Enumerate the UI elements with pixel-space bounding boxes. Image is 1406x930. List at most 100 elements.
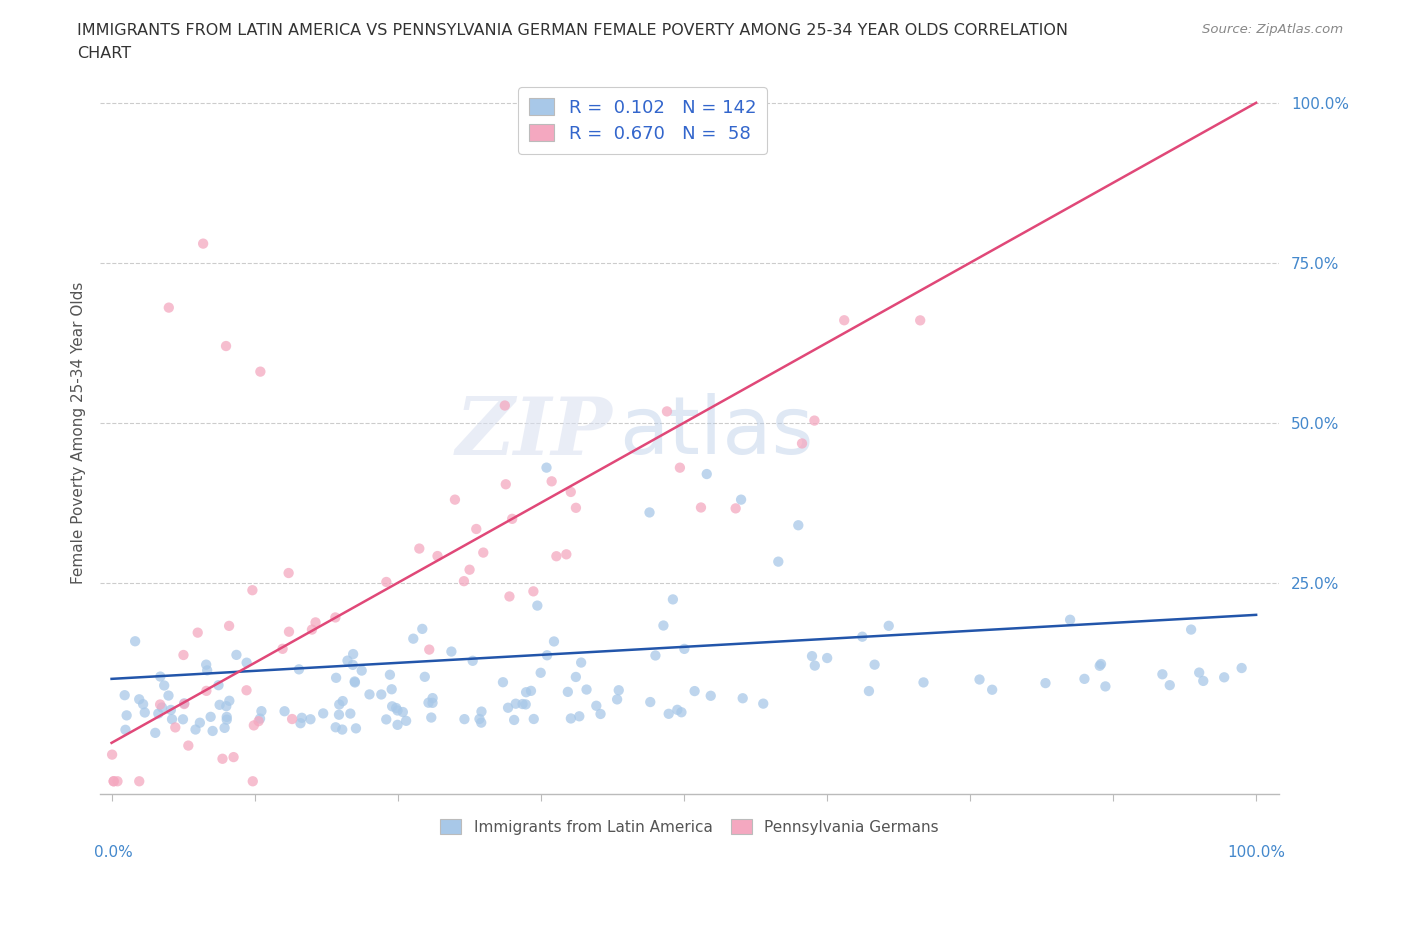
Point [1090,657,1112,671]
Point [1035,676,1057,691]
Point [422,696,444,711]
Point [103,774,125,789]
Point [790,436,813,451]
Point [343,675,366,690]
Point [1088,658,1111,673]
Point [250,704,273,719]
Point [172,647,194,662]
Point [440,644,463,659]
Point [249,711,271,726]
Point [515,697,537,711]
Point [494,398,516,413]
Point [832,312,855,327]
Point [242,774,264,789]
Point [495,477,517,492]
Point [134,705,156,720]
Text: 100.0%: 100.0% [1227,844,1285,859]
Legend: Immigrants from Latin America, Pennsylvania Germans: Immigrants from Latin America, Pennsylva… [434,813,945,841]
Point [666,702,689,717]
Point [215,710,238,724]
Point [1152,667,1174,682]
Text: CHART: CHART [77,46,131,61]
Point [569,655,592,670]
Point [724,501,747,516]
Point [655,404,678,418]
Point [200,710,222,724]
Point [242,583,264,598]
Point [339,706,361,721]
Point [128,774,150,789]
Point [344,721,367,736]
Point [336,653,359,668]
Point [505,697,527,711]
Point [815,651,838,666]
Point [522,584,544,599]
Point [589,707,612,722]
Point [585,698,607,713]
Point [304,615,326,630]
Point [173,696,195,711]
Point [503,712,526,727]
Point [536,648,558,663]
Point [658,707,681,722]
Point [301,622,323,637]
Point [188,715,211,730]
Point [420,711,443,725]
Point [172,711,194,726]
Point [472,545,495,560]
Point [350,663,373,678]
Point [470,715,492,730]
Point [803,413,825,428]
Point [149,669,172,684]
Point [496,700,519,715]
Point [530,665,553,680]
Point [215,698,238,713]
Point [103,774,125,789]
Point [299,711,322,726]
Point [461,654,484,669]
Point [520,684,543,698]
Point [422,691,444,706]
Point [153,678,176,693]
Point [863,658,886,672]
Point [395,713,418,728]
Point [787,518,810,533]
Point [418,696,440,711]
Point [696,467,718,482]
Y-axis label: Female Poverty Among 25-34 Year Olds: Female Poverty Among 25-34 Year Olds [72,281,86,584]
Point [730,492,752,507]
Point [536,460,558,475]
Point [114,688,136,703]
Text: 0.0%: 0.0% [94,844,134,859]
Point [969,672,991,687]
Point [690,500,713,515]
Point [271,642,294,657]
Point [453,711,475,726]
Point [526,598,548,613]
Point [148,706,170,721]
Point [1188,665,1211,680]
Point [1094,679,1116,694]
Point [157,688,180,703]
Point [1059,612,1081,627]
Text: ZIP: ZIP [456,393,613,472]
Point [560,711,582,726]
Point [652,618,675,633]
Point [243,718,266,733]
Point [1213,670,1236,684]
Point [1192,673,1215,688]
Point [187,625,209,640]
Point [249,365,271,379]
Point [851,630,873,644]
Point [273,704,295,719]
Point [413,670,436,684]
Point [912,675,935,690]
Point [288,662,311,677]
Point [215,712,238,727]
Point [278,624,301,639]
Point [1230,660,1253,675]
Point [132,697,155,711]
Point [207,678,229,693]
Point [101,747,124,762]
Point [195,663,218,678]
